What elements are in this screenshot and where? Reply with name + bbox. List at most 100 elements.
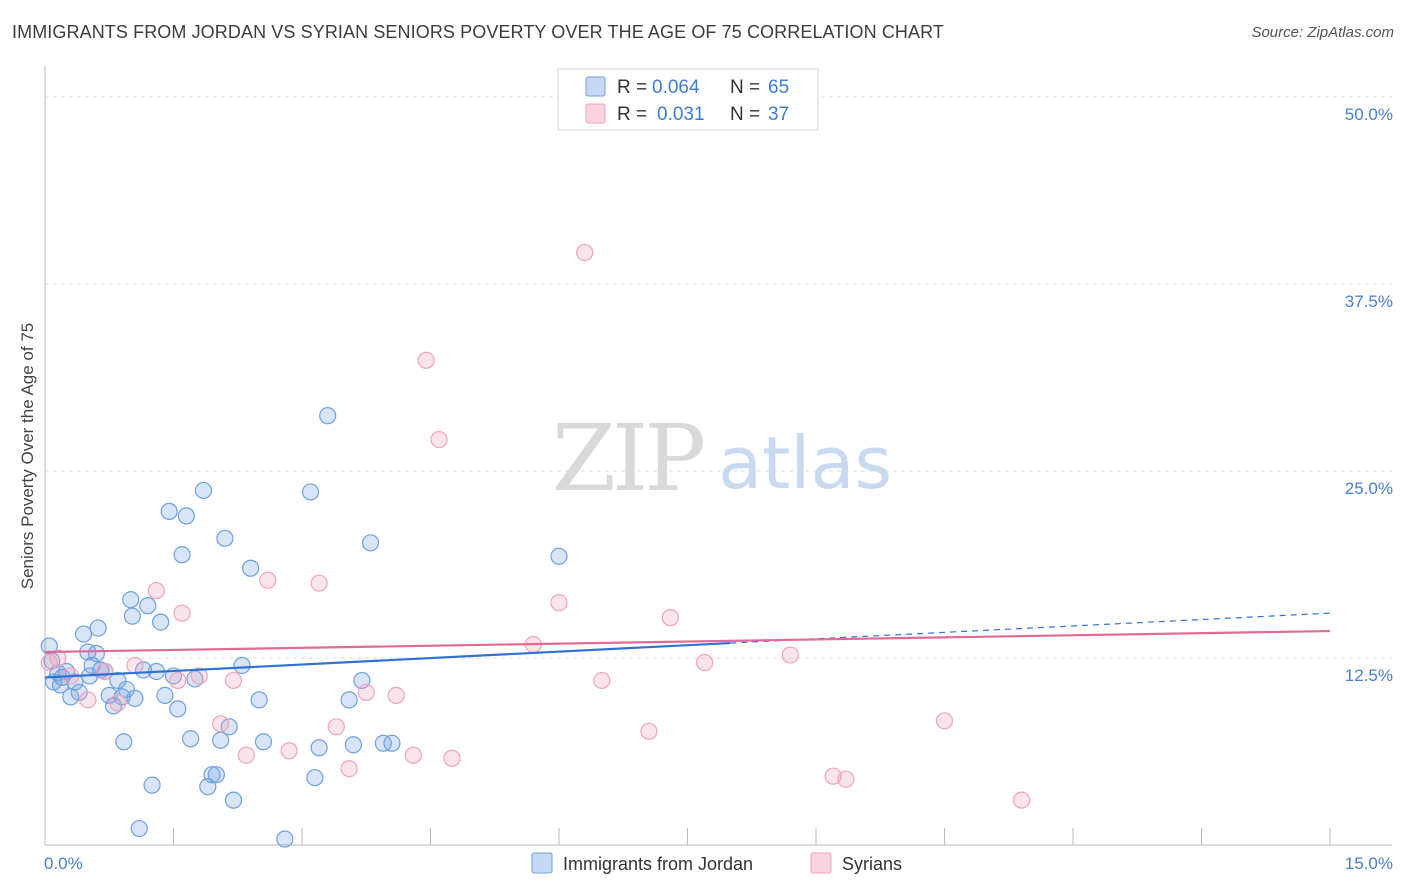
syria-point-20 [387,686,405,705]
bottom-legend-swatch-syria [810,852,832,874]
jordan-point-53 [310,739,328,757]
jordan-point-34 [173,546,191,564]
jordan-point-22 [123,607,141,625]
syria-point-16 [310,574,328,592]
syria-point-4 [96,662,114,681]
jordan-point-33 [169,700,187,718]
jordan-point-49 [254,733,273,751]
jordan-point-24 [130,819,148,838]
syria-point-31 [696,653,714,672]
syria-point-28 [593,671,611,690]
legend-n-value-jordan: 65 [768,77,789,98]
jordan-point-11 [87,644,106,663]
syria-point-0 [40,653,58,672]
jordan-point-58 [361,534,380,552]
syria-point-12 [224,671,243,690]
syria-point-33 [824,767,842,785]
jordan-point-23 [126,689,144,707]
syria-point-26 [550,594,568,612]
legend-n-value-syria: 37 [768,104,789,125]
legend-swatch-syria [585,103,606,124]
source-credit: Source: ZipAtlas.com [1251,24,1394,41]
syria-point-15 [280,742,298,760]
syria-trend-line [44,629,1331,654]
jordan-point-25 [134,661,153,679]
jordan-point-19 [115,733,133,751]
y-tick-label-3: 50.0% [1345,105,1393,124]
jordan-trend-extension [730,612,1331,644]
syria-point-14 [259,571,277,589]
bottom-legend-label-jordan: Immigrants from Jordan [563,854,753,874]
legend-n-label-jordan: N = [730,77,760,98]
watermark: ZIP atlas [552,405,892,512]
jordan-point-61 [550,547,568,565]
syria-point-7 [147,582,165,600]
syria-point-11 [212,715,230,733]
syria-point-34 [837,770,855,788]
syria-point-36 [1012,791,1031,809]
syria-point-3 [79,691,97,709]
jordan-point-50 [276,830,294,848]
syria-point-29 [640,722,658,740]
syria-point-5 [109,694,127,712]
bottom-legend-swatch-jordan [531,852,553,874]
y-tick-label-0: 12.5% [1345,666,1393,685]
axes [44,66,1392,846]
jordan-point-26 [139,597,157,615]
watermark-atlas: atlas [718,421,892,505]
legend-n-label-syria: N = [730,104,760,125]
watermark-zip: ZIP [552,405,703,512]
jordan-point-20 [117,680,135,699]
syria-point-32 [781,646,799,664]
jordan-point-46 [233,656,251,675]
legend-r-label-jordan: R = [617,77,647,98]
jordan-point-52 [306,769,324,787]
legend-r-label-syria: R = [617,104,647,125]
jordan-point-12 [89,619,107,637]
jordan-point-35 [177,507,195,525]
jordan-point-31 [160,502,178,520]
syria-point-10 [190,667,208,685]
jordan-point-30 [156,686,174,705]
syria-point-6 [126,656,144,675]
syria-point-21 [404,746,422,764]
jordan-point-17 [109,671,127,690]
jordan-point-56 [344,736,362,754]
jordan-point-40 [203,766,221,784]
jordan-point-36 [182,730,200,748]
x-tick-label-1: 15.0% [1345,854,1393,873]
syria-point-13 [237,746,255,764]
jordan-point-60 [383,734,401,752]
jordan-point-8 [74,625,93,643]
syria-point-35 [935,712,954,730]
series-syria-points [40,243,1031,809]
syria-point-17 [327,718,345,736]
syria-point-8 [169,671,187,690]
bottom-legend: Immigrants from Jordan Syrians [531,852,902,874]
jordan-point-27 [143,776,161,794]
bottom-legend-label-syria: Syrians [842,854,902,874]
jordan-point-21 [122,591,140,609]
series-jordan-points [40,407,568,848]
syria-point-1 [49,649,67,667]
syria-point-23 [430,430,448,449]
syria-point-24 [443,749,461,767]
y-tick-label-2: 37.5% [1345,292,1393,311]
syria-point-27 [576,243,594,262]
legend-swatch-jordan [585,76,606,97]
jordan-point-54 [319,407,337,425]
y-tick-label-1: 25.0% [1345,479,1393,498]
x-tick-label-0: 0.0% [44,854,83,873]
jordan-point-41 [207,766,225,784]
jordan-point-51 [301,483,320,501]
jordan-point-47 [242,559,260,577]
jordan-point-29 [152,613,170,631]
tick-labels: 12.5% 25.0% 37.5% 50.0% 0.0% 15.0% [44,105,1393,873]
legend-box: R = 0.064 N = 65 R = 0.031 N = 37 [557,68,819,131]
gridlines [45,96,1392,659]
syria-point-18 [340,760,358,778]
legend-r-value-syria: 0.031 [657,104,705,125]
jordan-point-43 [216,529,234,547]
syria-point-30 [661,609,679,627]
